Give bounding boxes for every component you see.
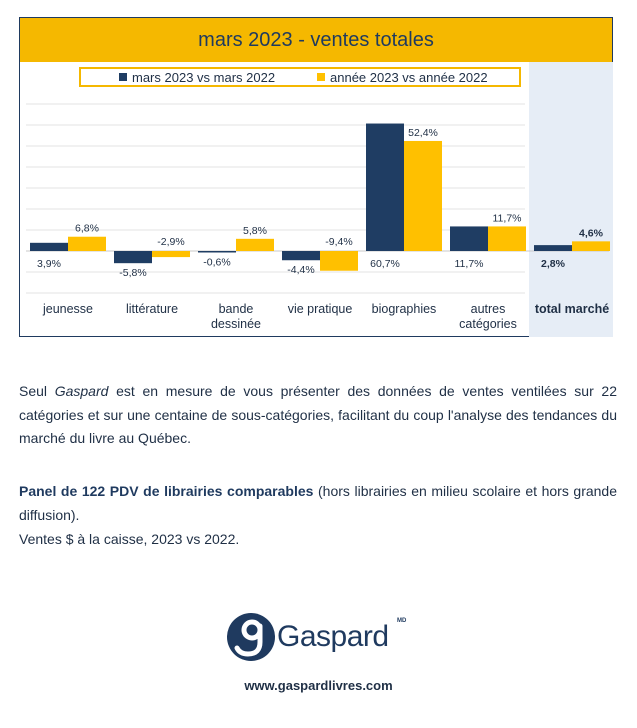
- category-label: autres: [471, 302, 506, 316]
- website-link[interactable]: www.gaspardlivres.com: [244, 678, 393, 693]
- data-label: 2,8%: [541, 258, 566, 270]
- legend-label-series-2: année 2023 vs année 2022: [330, 70, 488, 85]
- category-label: catégories: [459, 317, 517, 331]
- description-prefix: Seul: [19, 383, 55, 399]
- bar-mars-3: [282, 251, 320, 261]
- category-label: biographies: [372, 302, 437, 316]
- category-label: bande: [219, 302, 254, 316]
- data-label: 5,8%: [243, 225, 267, 237]
- legend-label-series-1: mars 2023 vs mars 2022: [132, 70, 276, 85]
- bar-annee-4: [404, 140, 442, 251]
- bar-annee-0: [68, 236, 106, 251]
- chart-legend: mars 2023 vs mars 2022 année 2023 vs ann…: [79, 67, 521, 87]
- data-label: 11,7%: [493, 212, 522, 224]
- legend-swatch-series-2: [317, 73, 325, 81]
- data-label: -4,4%: [287, 264, 314, 276]
- logo-trademark: MD: [397, 618, 407, 624]
- data-label: 6,8%: [75, 223, 99, 235]
- category-label: dessinée: [211, 317, 261, 331]
- bar-mars-6: [534, 245, 572, 251]
- data-label: 4,6%: [579, 227, 604, 239]
- gaspard-logo[interactable]: Gaspard MD: [226, 612, 416, 662]
- legend-item-series-1: mars 2023 vs mars 2022: [119, 70, 275, 86]
- legend-item-series-2: année 2023 vs année 2022: [317, 70, 488, 86]
- bar-annee-2: [236, 238, 274, 251]
- bar-chart-plot: 3,9% 6,8% jeunesse -5,8% -2,9% littérature -0,…: [26, 103, 610, 331]
- bar-mars-1: [114, 251, 152, 264]
- category-label: vie pratique: [288, 302, 353, 316]
- bar-annee-1: [152, 251, 190, 258]
- category-label: littérature: [126, 302, 178, 316]
- category-label: total marché: [535, 302, 609, 316]
- gaspard-g-icon: [227, 613, 275, 661]
- data-label: -9,4%: [325, 236, 352, 248]
- chart-title-band: [20, 18, 612, 62]
- chart-frame: mars 2023 - ventes totales mars 2023 vs …: [19, 17, 613, 337]
- data-label: -5,8%: [119, 267, 146, 279]
- panel-paragraph: Panel de 122 PDV de librairies comparabl…: [19, 480, 617, 527]
- data-label: 3,9%: [37, 258, 61, 270]
- data-label: 11,7%: [455, 258, 484, 270]
- data-label: 60,7%: [370, 258, 400, 270]
- bar-mars-0: [30, 242, 68, 251]
- description-rest: est en mesure de vous présenter des donn…: [19, 383, 617, 446]
- chart-title: mars 2023 - ventes totales: [198, 29, 434, 51]
- bar-annee-3: [320, 251, 358, 271]
- bar-annee-6: [572, 241, 610, 251]
- bar-mars-2: [198, 251, 236, 253]
- bar-mars-5: [450, 226, 488, 251]
- bar-mars-4: [366, 123, 404, 251]
- panel-rest-text: (hors librairies en milieu scolaire et h…: [19, 483, 617, 523]
- data-label: 52,4%: [408, 127, 438, 139]
- logo-wordmark: Gaspard: [277, 620, 389, 653]
- legend-swatch-series-1: [119, 73, 127, 81]
- data-label: -0,6%: [203, 256, 230, 268]
- sales-note: Ventes $ à la caisse, 2023 vs 2022.: [19, 531, 240, 547]
- brand-name: Gaspard: [54, 383, 109, 399]
- total-market-highlight-panel: [529, 62, 613, 337]
- panel-bold-text: Panel de 122 PDV de librairies comparabl…: [19, 483, 314, 499]
- description-paragraph: Seul Gaspard est en mesure de vous prése…: [19, 380, 617, 451]
- category-label: jeunesse: [42, 302, 93, 316]
- bar-annee-5: [488, 226, 526, 251]
- data-label: -2,9%: [157, 236, 184, 248]
